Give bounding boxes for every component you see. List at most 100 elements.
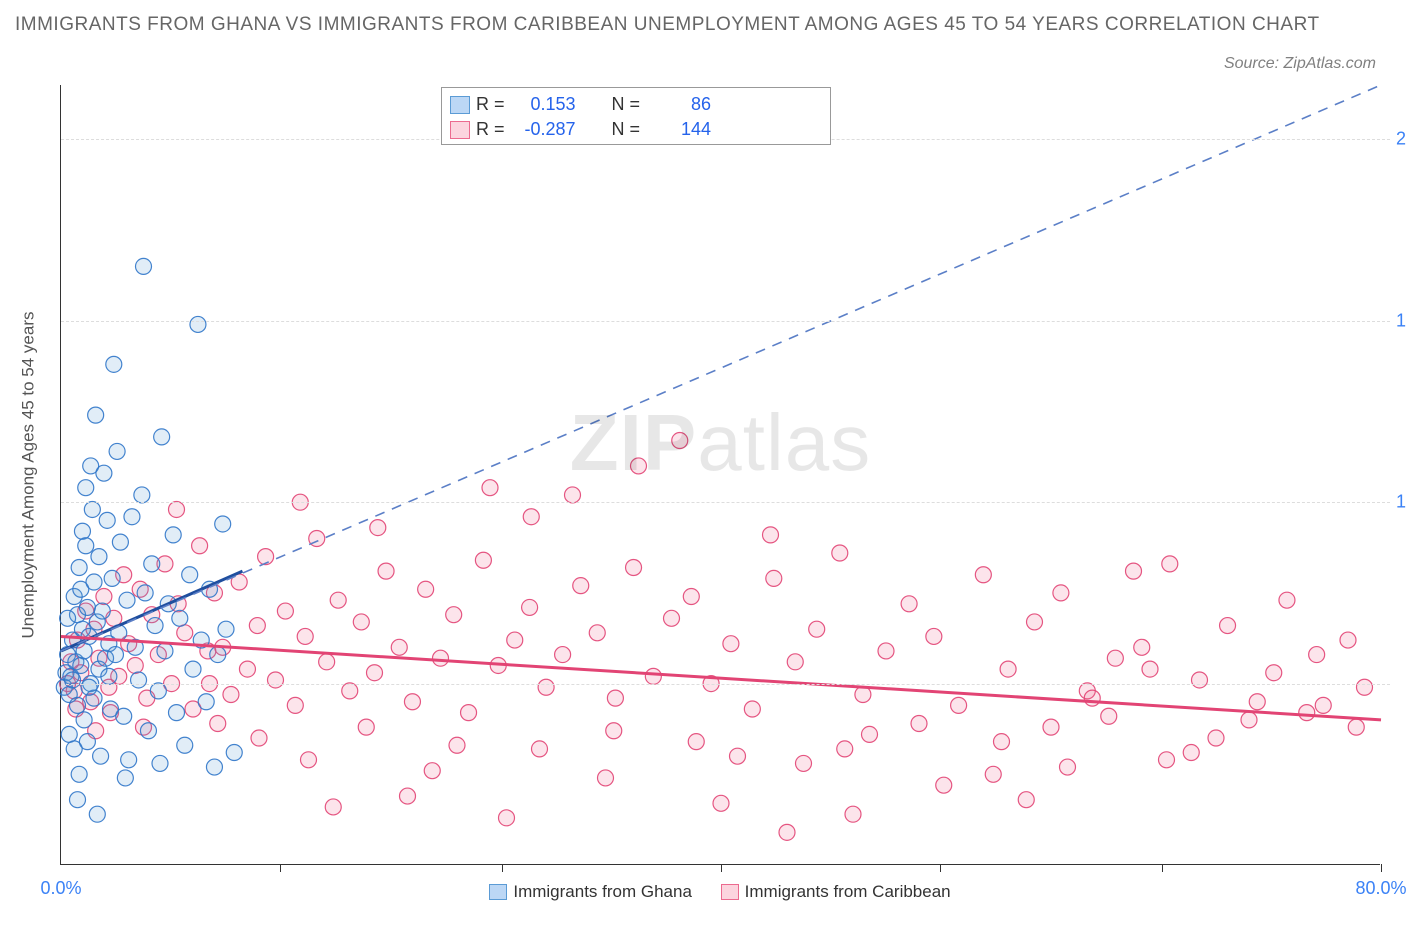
data-point — [192, 538, 208, 554]
y-axis-label: Unemployment Among Ages 45 to 54 years — [18, 312, 38, 639]
data-point — [287, 697, 303, 713]
data-point — [124, 509, 140, 525]
data-point — [645, 668, 661, 684]
data-point — [664, 610, 680, 626]
data-point — [626, 560, 642, 576]
data-point — [832, 545, 848, 561]
data-point — [223, 686, 239, 702]
data-point — [109, 443, 125, 459]
stats-N-label: N = — [612, 94, 641, 115]
data-point — [766, 570, 782, 586]
data-point — [1340, 632, 1356, 648]
data-point — [975, 567, 991, 583]
stats-row-A: R = 0.153 N = 86 — [450, 92, 822, 117]
data-point — [606, 723, 622, 739]
data-point — [367, 665, 383, 681]
data-point — [1126, 563, 1142, 579]
data-point — [400, 788, 416, 804]
data-point — [119, 592, 135, 608]
data-point — [1027, 614, 1043, 630]
data-point — [140, 723, 156, 739]
data-point — [688, 734, 704, 750]
bottom-legend: Immigrants from Ghana Immigrants from Ca… — [60, 882, 1380, 905]
data-point — [418, 581, 434, 597]
data-point — [325, 799, 341, 815]
data-point — [1053, 585, 1069, 601]
data-point — [787, 654, 803, 670]
data-point — [79, 599, 95, 615]
data-point — [1084, 690, 1100, 706]
data-point — [61, 726, 77, 742]
data-point — [446, 607, 462, 623]
data-point — [70, 697, 86, 713]
data-point — [93, 748, 109, 764]
stats-swatch-A — [450, 96, 470, 114]
data-point — [86, 574, 102, 590]
legend-item-B: Immigrants from Caribbean — [721, 882, 951, 902]
data-point — [404, 694, 420, 710]
y-tick-label: 20.0% — [1396, 129, 1406, 150]
data-point — [127, 657, 143, 673]
data-point — [121, 752, 137, 768]
data-point — [99, 512, 115, 528]
data-point — [154, 429, 170, 445]
data-point — [152, 755, 168, 771]
data-point — [96, 589, 112, 605]
data-point — [809, 621, 825, 637]
data-point — [1142, 661, 1158, 677]
stats-N-label: N = — [612, 119, 641, 140]
data-point — [239, 661, 255, 677]
data-point — [1309, 647, 1325, 663]
y-tick-label: 10.0% — [1396, 492, 1406, 513]
data-point — [482, 480, 498, 496]
data-point — [172, 610, 188, 626]
data-point — [532, 741, 548, 757]
data-point — [210, 716, 226, 732]
data-point — [523, 509, 539, 525]
data-point — [358, 719, 374, 735]
data-point — [78, 538, 94, 554]
chart-svg — [61, 85, 1381, 865]
data-point — [206, 759, 222, 775]
data-point — [837, 741, 853, 757]
data-point — [499, 810, 515, 826]
data-point — [210, 647, 226, 663]
data-point — [845, 806, 861, 822]
y-tick-label: 15.0% — [1396, 310, 1406, 331]
data-point — [88, 407, 104, 423]
data-point — [73, 657, 89, 673]
data-point — [1107, 650, 1123, 666]
data-point — [683, 589, 699, 605]
data-point — [182, 567, 198, 583]
data-point — [936, 777, 952, 793]
data-point — [1018, 792, 1034, 808]
data-point — [117, 770, 133, 786]
data-point — [1348, 719, 1364, 735]
data-point — [433, 650, 449, 666]
data-point — [70, 792, 86, 808]
legend-swatch-B — [721, 884, 739, 900]
data-point — [424, 763, 440, 779]
plot-area: ZIPatlas R = 0.153 N = 86 R = -0.287 N =… — [60, 85, 1380, 865]
stats-N-A: 86 — [646, 94, 711, 115]
source-label: Source: ZipAtlas.com — [1224, 55, 1376, 73]
data-point — [1134, 639, 1150, 655]
data-point — [107, 647, 123, 663]
data-point — [106, 356, 122, 372]
data-point — [1266, 665, 1282, 681]
data-point — [319, 654, 335, 670]
legend-label-A: Immigrants from Ghana — [513, 882, 692, 902]
data-point — [1043, 719, 1059, 735]
data-point — [301, 752, 317, 768]
chart-title: IMMIGRANTS FROM GHANA VS IMMIGRANTS FROM… — [15, 10, 1391, 40]
y-axis-label-container: Unemployment Among Ages 45 to 54 years — [8, 85, 48, 865]
data-point — [1159, 752, 1175, 768]
legend-item-A: Immigrants from Ghana — [489, 882, 692, 902]
data-point — [1183, 745, 1199, 761]
data-point — [713, 795, 729, 811]
data-point — [165, 527, 181, 543]
data-point — [1279, 592, 1295, 608]
data-point — [342, 683, 358, 699]
data-point — [226, 745, 242, 761]
data-point — [76, 643, 92, 659]
